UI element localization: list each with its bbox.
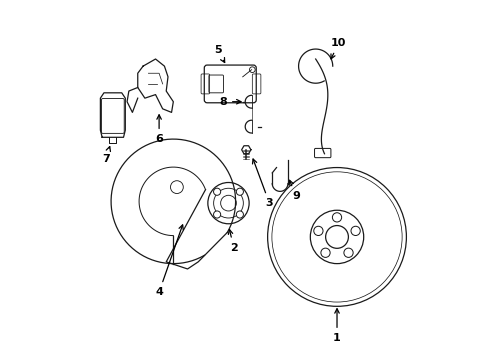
Text: 4: 4 [155, 225, 183, 297]
Text: 9: 9 [288, 180, 300, 201]
Text: 7: 7 [102, 147, 110, 164]
Circle shape [236, 188, 243, 195]
Text: 1: 1 [332, 309, 340, 343]
Text: 5: 5 [214, 45, 224, 63]
Circle shape [213, 188, 220, 195]
Text: 6: 6 [155, 115, 163, 144]
Text: 8: 8 [219, 97, 241, 107]
Text: 3: 3 [252, 159, 273, 208]
Circle shape [236, 211, 243, 218]
Text: 2: 2 [228, 230, 237, 253]
Circle shape [213, 211, 220, 218]
Text: 10: 10 [330, 38, 346, 59]
